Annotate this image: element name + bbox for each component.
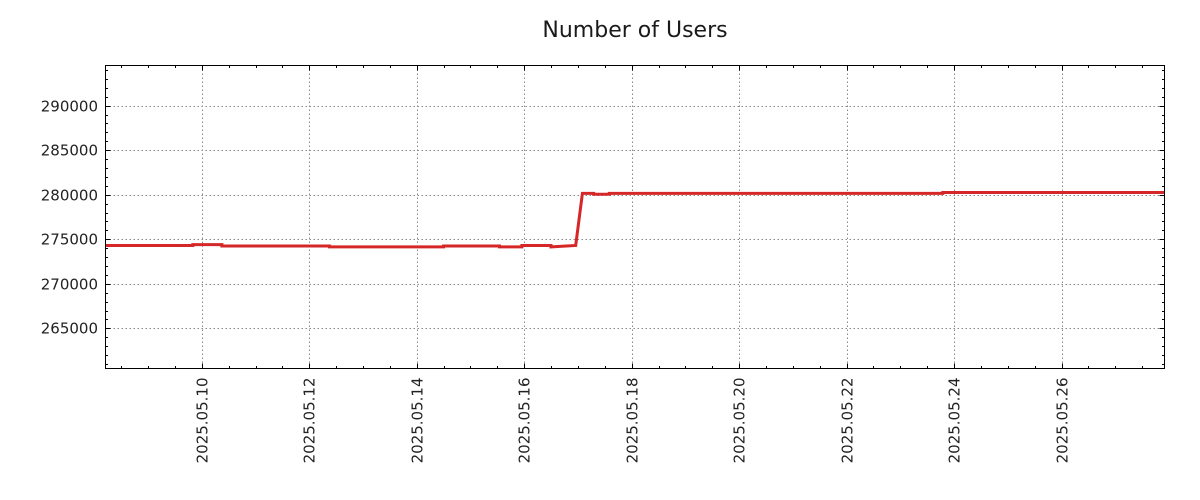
y-tick-labels: 265000 270000 275000 280000 285000 290000 (41, 98, 98, 338)
plot-frame (105, 65, 1165, 369)
series-line-users (105, 191, 1165, 249)
grid-layer (105, 65, 1165, 369)
y-tick-label: 275000 (41, 231, 98, 249)
y-tick-label: 265000 (41, 320, 98, 338)
x-tick-label: 2025.05.24 (946, 378, 964, 464)
tick-layer (105, 65, 1165, 369)
x-tick-label: 2025.05.12 (301, 378, 319, 464)
x-tick-labels: 2025.05.10 2025.05.12 2025.05.14 2025.05.16… (194, 378, 1072, 464)
x-tick-label: 2025.05.18 (624, 378, 642, 464)
series-layer (105, 191, 1165, 249)
x-tick-label: 2025.05.20 (731, 378, 749, 464)
x-tick-label: 2025.05.26 (1054, 378, 1072, 464)
x-tick-label: 2025.05.14 (409, 378, 427, 464)
y-tick-label: 285000 (41, 142, 98, 160)
y-tick-label: 280000 (41, 187, 98, 205)
y-tick-label: 290000 (41, 98, 98, 116)
x-tick-label: 2025.05.22 (839, 378, 857, 464)
y-tick-label: 270000 (41, 276, 98, 294)
chart-title: Number of Users (542, 18, 727, 43)
x-tick-label: 2025.05.10 (194, 378, 212, 464)
x-tick-label: 2025.05.16 (516, 378, 534, 464)
